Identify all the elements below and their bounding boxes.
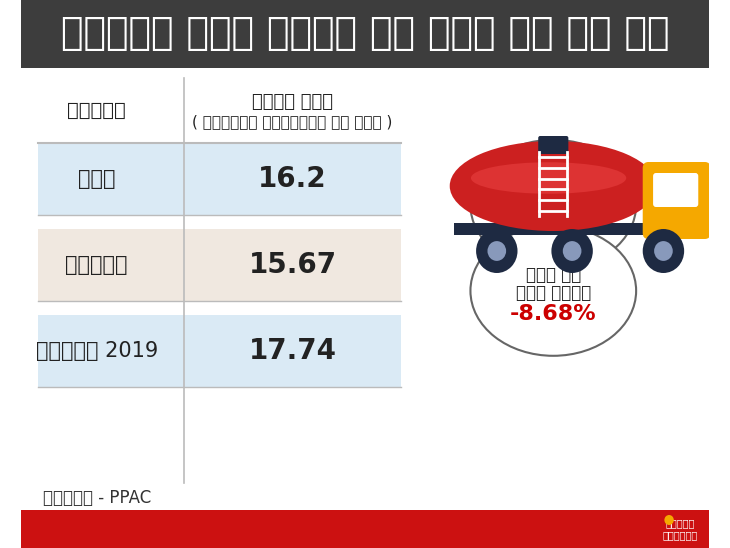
Circle shape [488, 241, 506, 261]
Ellipse shape [450, 141, 657, 231]
Text: जुलाई में ईंधन की खपत भी घट गई: जुलाई में ईंधन की खपत भी घट गई [61, 16, 669, 52]
Text: ईंधन खपत: ईंधन खपत [252, 93, 333, 111]
Text: महीने दर: महीने दर [515, 180, 591, 198]
Circle shape [664, 515, 674, 525]
FancyBboxPatch shape [21, 68, 709, 548]
Circle shape [642, 229, 684, 273]
FancyBboxPatch shape [38, 229, 401, 301]
Text: जुलाई 2019: जुलाई 2019 [36, 341, 158, 361]
Text: महीने अंतर: महीने अंतर [506, 198, 601, 215]
Circle shape [551, 229, 593, 273]
Text: महीना: महीना [67, 101, 126, 120]
FancyBboxPatch shape [455, 223, 694, 235]
Text: साल अंतर: साल अंतर [515, 284, 591, 301]
Text: 15.67: 15.67 [248, 251, 337, 279]
FancyBboxPatch shape [653, 173, 699, 207]
Ellipse shape [470, 226, 636, 356]
Text: 16.2: 16.2 [258, 165, 327, 193]
Text: -3.27%: -3.27% [510, 218, 596, 238]
FancyBboxPatch shape [38, 78, 401, 143]
Text: जुलाई: जुलाई [66, 255, 128, 275]
Text: ( आंकड़े मैट्रिक टन में ): ( आंकड़े मैट्रिक टन में ) [192, 114, 393, 129]
Ellipse shape [471, 162, 626, 194]
Text: दैनिक
भास्कर: दैनिक भास्कर [663, 518, 698, 540]
Text: साल दर: साल दर [526, 266, 581, 284]
Text: 17.74: 17.74 [248, 337, 337, 365]
Circle shape [476, 229, 518, 273]
FancyBboxPatch shape [38, 315, 401, 387]
FancyBboxPatch shape [38, 143, 401, 215]
Circle shape [563, 241, 581, 261]
Text: जून: जून [78, 169, 115, 189]
FancyBboxPatch shape [642, 162, 710, 239]
FancyBboxPatch shape [21, 510, 709, 548]
FancyBboxPatch shape [538, 136, 569, 154]
Circle shape [654, 241, 673, 261]
Text: -8.68%: -8.68% [510, 304, 596, 324]
Text: सोर्स - PPAC: सोर्स - PPAC [43, 489, 151, 507]
Ellipse shape [470, 140, 636, 270]
FancyBboxPatch shape [21, 0, 709, 68]
